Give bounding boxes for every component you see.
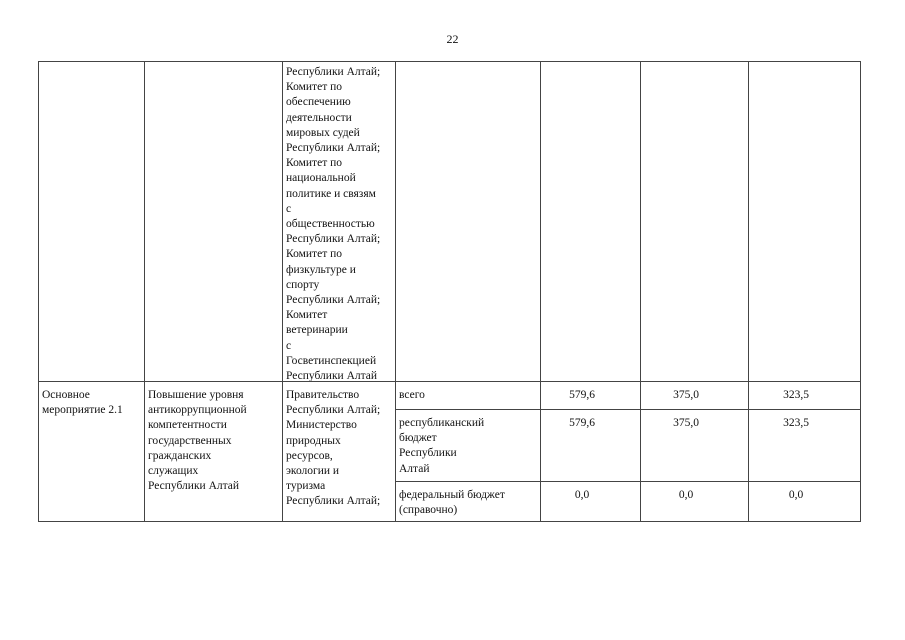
source-republic-value-2: 375,0 (640, 409, 749, 482)
source-federal-label: федеральный бюджет (справочно) (395, 481, 541, 522)
source-republic-label: республиканский бюджет Республики Алтай (395, 409, 541, 482)
source-total-value-1: 579,6 (540, 381, 641, 410)
activity-title: Повышение уровня антикоррупционной компе… (144, 381, 283, 522)
row1-col7 (748, 61, 861, 382)
row1-col2 (144, 61, 283, 382)
activity-executors: Правительство Республики Алтай; Министер… (282, 381, 396, 522)
activity-name: Основное мероприятие 2.1 (38, 381, 145, 522)
row1-col4 (395, 61, 541, 382)
source-total-value-3: 323,5 (748, 381, 861, 410)
page-number: 22 (446, 32, 459, 46)
source-republic-value-1: 579,6 (540, 409, 641, 482)
source-total-value-2: 375,0 (640, 381, 749, 410)
source-federal-value-1: 0,0 (540, 481, 641, 522)
row1-col1 (38, 61, 145, 382)
source-federal-value-3: 0,0 (748, 481, 861, 522)
row1-executors: Республики Алтай; Комитет по обеспечению… (282, 61, 396, 382)
row1-col6 (640, 61, 749, 382)
source-total-label: всего (395, 381, 541, 410)
source-federal-value-2: 0,0 (640, 481, 749, 522)
row1-col5 (540, 61, 641, 382)
source-republic-value-3: 323,5 (748, 409, 861, 482)
